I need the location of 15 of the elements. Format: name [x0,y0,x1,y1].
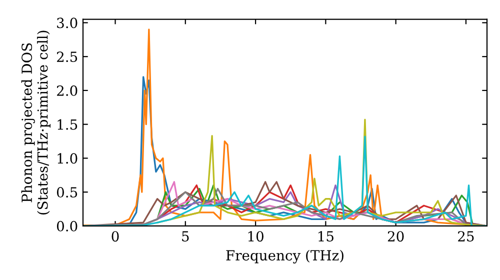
y-axis-title: Phonon projected DOS (States/THz·primitive cell) [21,30,50,214]
x-tick-label: 15 [318,231,334,242]
x-tick-label: 5 [182,231,189,242]
x-tick-label: 10 [248,231,264,242]
y-tick-label: 1.0 [58,153,78,164]
x-tick-label: 20 [388,231,404,242]
x-axis-title: Frequency (THz) [226,250,344,264]
y-tick-label: 1.5 [58,119,78,130]
y-tick-label: 3.0 [57,18,78,28]
x-tick-label: 25 [458,231,474,242]
x-tick-label: 0 [112,231,119,242]
y-tick-label: 2.5 [56,52,78,62]
y-tick-label: 0.0 [56,220,78,232]
y-tick-label: 0.5 [56,187,78,198]
y-tick-label: 2.0 [56,85,78,96]
